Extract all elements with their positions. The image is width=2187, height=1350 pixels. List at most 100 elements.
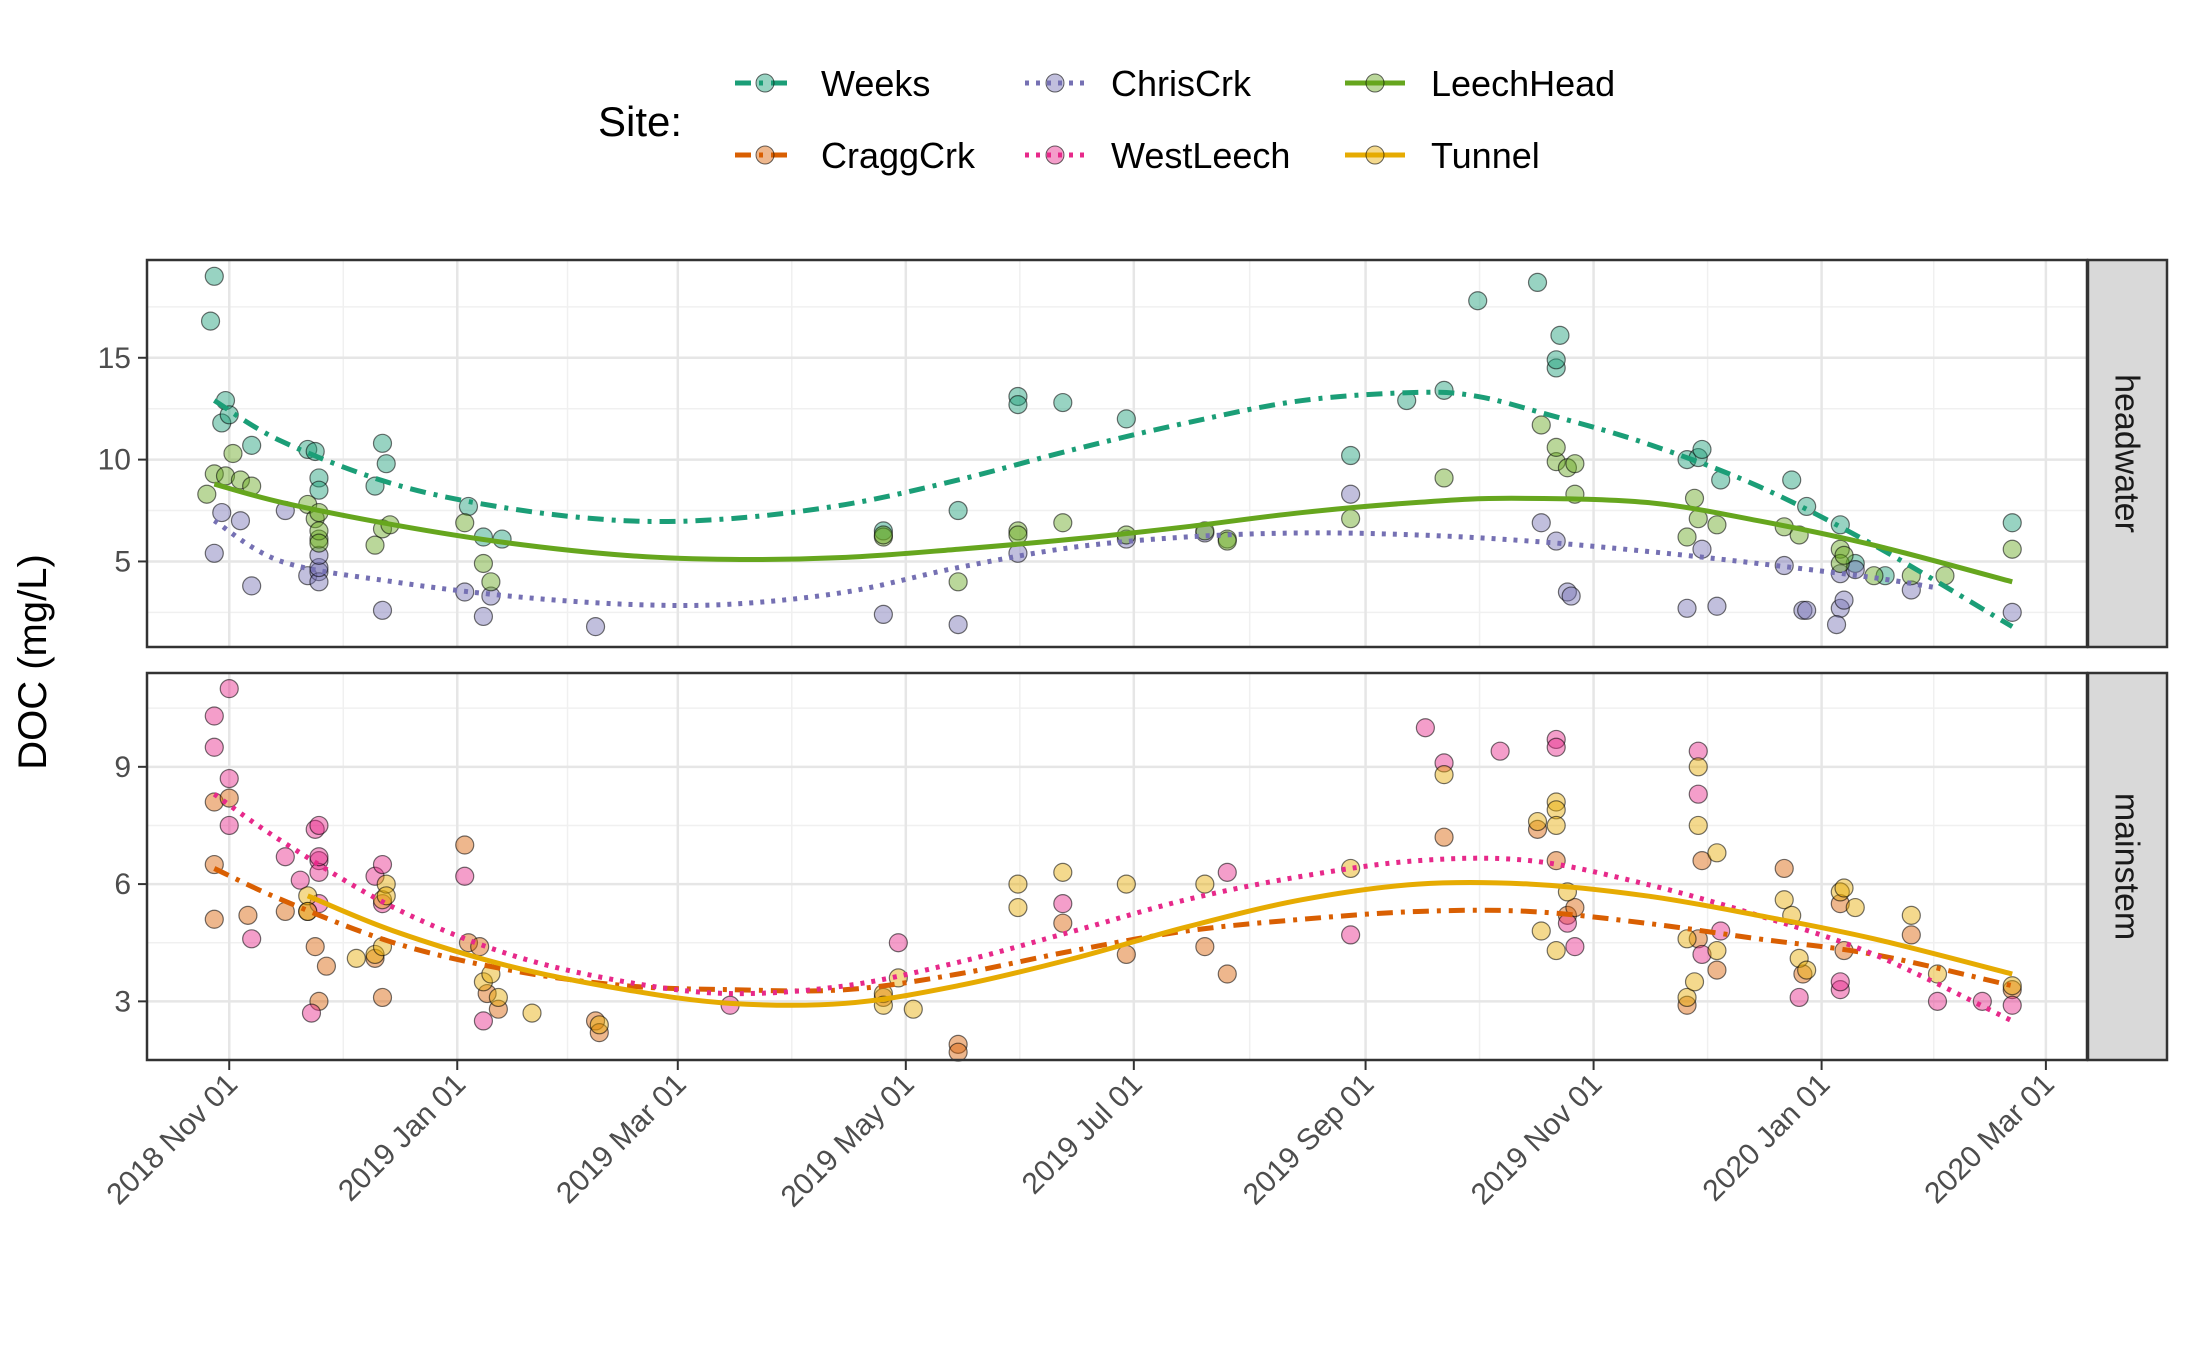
data-point <box>230 470 251 490</box>
data-point <box>1415 718 1435 738</box>
data-point <box>219 768 239 789</box>
series-craggcrk-points <box>204 788 2022 1062</box>
legend-key-leechhead: LeechHead <box>1345 63 1615 104</box>
data-point <box>376 886 396 906</box>
data-point <box>212 502 232 523</box>
legend-marker <box>1365 145 1385 165</box>
data-point <box>1546 800 1566 820</box>
data-point <box>372 600 393 620</box>
data-point <box>309 572 329 592</box>
legend-label: CraggCrk <box>821 135 976 176</box>
data-point <box>1797 496 1817 517</box>
fit-line-westleech <box>212 792 2014 1024</box>
data-point <box>204 706 224 726</box>
data-point <box>473 553 494 574</box>
data-point <box>1053 392 1073 413</box>
data-point <box>372 433 393 453</box>
data-point <box>1677 929 1697 949</box>
y-axis-title: DOC (mg/L) <box>11 554 55 770</box>
data-point <box>1053 862 1073 882</box>
legend-label: Weeks <box>821 63 930 104</box>
data-point <box>1546 940 1566 961</box>
legend-title: Site: <box>598 98 682 145</box>
y-tick-label: 9 <box>114 751 131 784</box>
data-point <box>309 562 329 582</box>
data-point <box>346 948 366 968</box>
data-point <box>309 529 329 549</box>
data-point <box>1565 454 1585 474</box>
data-point <box>1116 409 1136 429</box>
data-point <box>1116 874 1136 894</box>
data-point <box>873 604 893 625</box>
data-point <box>1789 948 1809 968</box>
data-point <box>1677 527 1697 547</box>
data-point <box>1546 437 1566 457</box>
data-point <box>1527 811 1548 832</box>
data-point <box>1053 894 1073 914</box>
data-point <box>1557 913 1578 933</box>
y-tick-label: 15 <box>98 342 131 375</box>
panel-headwater: 5 10 15 headwater <box>98 258 2169 649</box>
data-point <box>1434 827 1454 847</box>
data-point <box>1688 815 1708 836</box>
series-westleech-points <box>204 679 2022 1031</box>
data-point <box>1707 843 1727 863</box>
data-point <box>1834 590 1854 610</box>
data-point <box>1546 358 1566 378</box>
data-point <box>1901 905 1921 925</box>
data-point <box>1684 972 1705 992</box>
data-point <box>376 454 396 474</box>
data-point <box>309 847 329 867</box>
data-point <box>1008 386 1028 407</box>
fit-line-tunnel <box>306 879 2013 1008</box>
data-point <box>585 617 606 637</box>
data-point <box>948 614 968 635</box>
legend-key-craggcrk: CraggCrk <box>735 135 976 176</box>
data-point <box>1830 972 1850 992</box>
data-point <box>1901 925 1921 945</box>
data-point <box>589 1015 609 1035</box>
data-point <box>230 511 251 531</box>
data-point <box>1531 513 1551 533</box>
strip-label-headwater: headwater <box>2108 374 2146 533</box>
data-point <box>1434 468 1454 488</box>
panel-background <box>147 673 2087 1060</box>
data-point <box>1490 741 1510 761</box>
data-point <box>1008 874 1028 894</box>
data-point <box>477 983 497 1004</box>
series-leechhead-points <box>197 415 2022 592</box>
data-point <box>455 835 475 855</box>
data-point <box>2002 513 2022 533</box>
data-point <box>1834 878 1854 898</box>
legend-key-weeks: Weeks <box>735 63 930 104</box>
data-point <box>1774 555 1794 576</box>
strip-label-mainstem: mainstem <box>2108 793 2146 940</box>
series-chriscrk-points <box>204 484 2022 637</box>
y-tick-label: 5 <box>114 545 131 578</box>
data-point <box>204 543 224 563</box>
data-point <box>305 937 325 957</box>
data-point <box>1546 452 1566 472</box>
data-point <box>1692 439 1712 460</box>
legend: Site: Weeks CraggCrk ChrisCrk WestLeech Leec… <box>598 63 1615 176</box>
legend-marker <box>1365 73 1385 93</box>
data-point <box>1341 445 1361 466</box>
legend-key-tunnel: Tunnel <box>1345 135 1540 176</box>
data-point <box>1688 784 1708 804</box>
data-point <box>301 1003 322 1023</box>
data-point <box>204 266 224 286</box>
data-point <box>1195 937 1215 957</box>
data-point <box>1341 509 1361 529</box>
data-point <box>455 866 475 886</box>
data-point <box>2002 602 2022 622</box>
legend-key-westleech: WestLeech <box>1025 135 1290 176</box>
data-point <box>1341 484 1361 504</box>
data-point <box>204 737 224 757</box>
data-point <box>1546 815 1566 836</box>
data-point <box>1434 765 1454 785</box>
data-point <box>1053 513 1073 533</box>
data-point <box>1008 897 1028 918</box>
data-point <box>473 606 494 627</box>
data-point <box>316 956 337 976</box>
data-point <box>365 944 385 965</box>
